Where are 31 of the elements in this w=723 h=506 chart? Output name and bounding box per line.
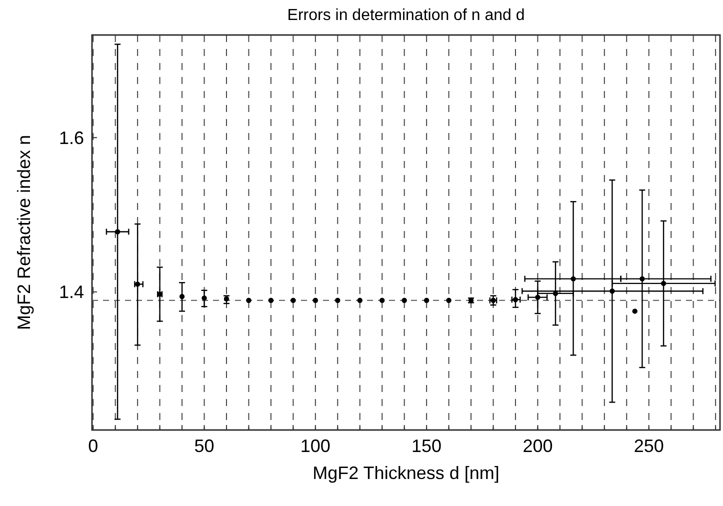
point bbox=[640, 276, 645, 282]
y-tick-label: 1.6 bbox=[58, 128, 84, 148]
x-tick-label: 200 bbox=[522, 436, 553, 456]
y-axis-title: MgF2 Refractive index n bbox=[14, 134, 34, 330]
x-tick-label: 250 bbox=[634, 436, 664, 456]
x-tick-label: 150 bbox=[412, 436, 442, 456]
x-axis-title: MgF2 Thickness d [nm] bbox=[312, 463, 500, 483]
point bbox=[202, 295, 207, 301]
point bbox=[380, 298, 385, 303]
point bbox=[179, 294, 185, 300]
point bbox=[402, 298, 407, 303]
point bbox=[134, 282, 140, 287]
point bbox=[632, 308, 638, 314]
y-tick-label: 1.4 bbox=[58, 282, 84, 302]
point bbox=[610, 288, 615, 294]
point bbox=[570, 276, 576, 282]
point bbox=[660, 280, 666, 286]
point bbox=[290, 298, 296, 303]
point bbox=[246, 298, 252, 303]
point bbox=[424, 298, 430, 303]
x-tick-label: 50 bbox=[194, 436, 214, 456]
point bbox=[312, 298, 318, 303]
point bbox=[446, 298, 452, 303]
x-tick-label: 100 bbox=[300, 436, 330, 456]
point bbox=[357, 298, 362, 303]
point bbox=[114, 229, 120, 234]
point bbox=[535, 294, 540, 300]
chart-title: Errors in determination of n and d bbox=[287, 7, 525, 24]
point bbox=[268, 298, 274, 303]
x-tick-label: 0 bbox=[88, 436, 98, 456]
point bbox=[335, 298, 340, 303]
